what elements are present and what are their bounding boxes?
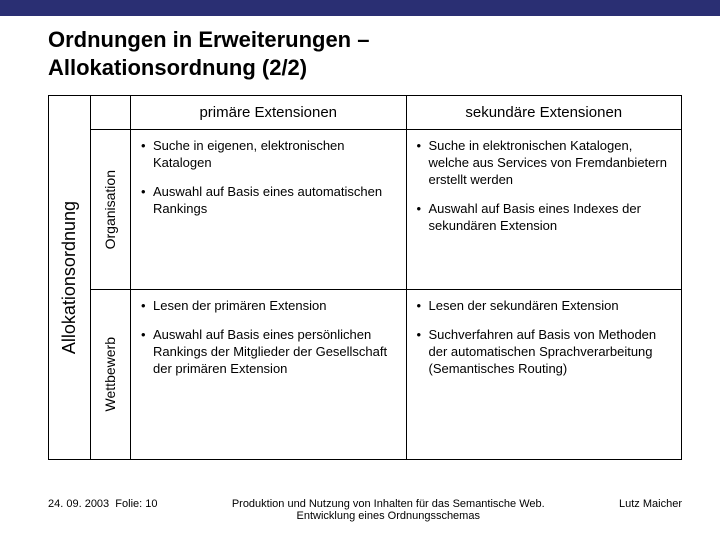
bullet-item: Auswahl auf Basis eines automatischen Ra…: [141, 184, 396, 218]
table-wrap: Allokationsordnung primäre Extensionen s…: [48, 95, 682, 460]
slide-footer: 24. 09. 2003 Folie: 10 Produktion und Nu…: [48, 498, 682, 522]
footer-left: 24. 09. 2003 Folie: 10: [48, 498, 158, 510]
row-label-organisation-text: Organisation: [101, 170, 119, 249]
outer-row-label: Allokationsordnung: [48, 95, 90, 460]
footer-author: Lutz Maicher: [619, 498, 682, 510]
bullet-item: Suche in elektronischen Katalogen, welch…: [417, 138, 672, 189]
bullet-list: Suche in elektronischen Katalogen, welch…: [417, 138, 672, 234]
bullet-list: Suche in eigenen, elektronischen Katalog…: [141, 138, 396, 218]
slide-title: Ordnungen in Erweiterungen – Allokations…: [48, 26, 682, 81]
footer-center-l1: Produktion und Nutzung von Inhalten für …: [232, 498, 545, 510]
bullet-item: Lesen der sekundären Extension: [417, 298, 672, 315]
title-line-1: Ordnungen in Erweiterungen –: [48, 27, 369, 52]
col-header-secondary: sekundäre Extensionen: [407, 96, 683, 130]
bullet-list: Lesen der primären Extension Auswahl auf…: [141, 298, 396, 378]
footer-center-l2: Entwicklung eines Ordnungsschemas: [297, 510, 480, 522]
footer-folie: Folie: 10: [115, 498, 157, 510]
footer-center: Produktion und Nutzung von Inhalten für …: [158, 498, 620, 522]
row-label-organisation: Organisation: [91, 130, 131, 290]
col-header-primary: primäre Extensionen: [131, 96, 407, 130]
bullet-item: Lesen der primären Extension: [141, 298, 396, 315]
title-line-2: Allokationsordnung (2/2): [48, 55, 307, 80]
outer-row-label-text: Allokationsordnung: [59, 201, 80, 354]
row-label-wettbewerb-text: Wettbewerb: [101, 337, 119, 411]
row-label-wettbewerb: Wettbewerb: [91, 290, 131, 460]
bullet-item: Auswahl auf Basis eines persönlichen Ran…: [141, 327, 396, 378]
bullet-item: Auswahl auf Basis eines Indexes der seku…: [417, 201, 672, 235]
cell-wettbewerb-secondary: Lesen der sekundären Extension Suchverfa…: [407, 290, 683, 460]
accent-bar: [0, 0, 720, 16]
bullet-item: Suchverfahren auf Basis von Methoden der…: [417, 327, 672, 378]
cell-organisation-secondary: Suche in elektronischen Katalogen, welch…: [407, 130, 683, 290]
bullet-item: Suche in eigenen, elektronischen Katalog…: [141, 138, 396, 172]
extension-table: primäre Extensionen sekundäre Extensione…: [90, 95, 682, 460]
footer-date: 24. 09. 2003: [48, 498, 109, 510]
corner-cell: [91, 96, 131, 130]
bullet-list: Lesen der sekundären Extension Suchverfa…: [417, 298, 672, 378]
cell-organisation-primary: Suche in eigenen, elektronischen Katalog…: [131, 130, 407, 290]
cell-wettbewerb-primary: Lesen der primären Extension Auswahl auf…: [131, 290, 407, 460]
slide-body: Ordnungen in Erweiterungen – Allokations…: [0, 16, 720, 460]
